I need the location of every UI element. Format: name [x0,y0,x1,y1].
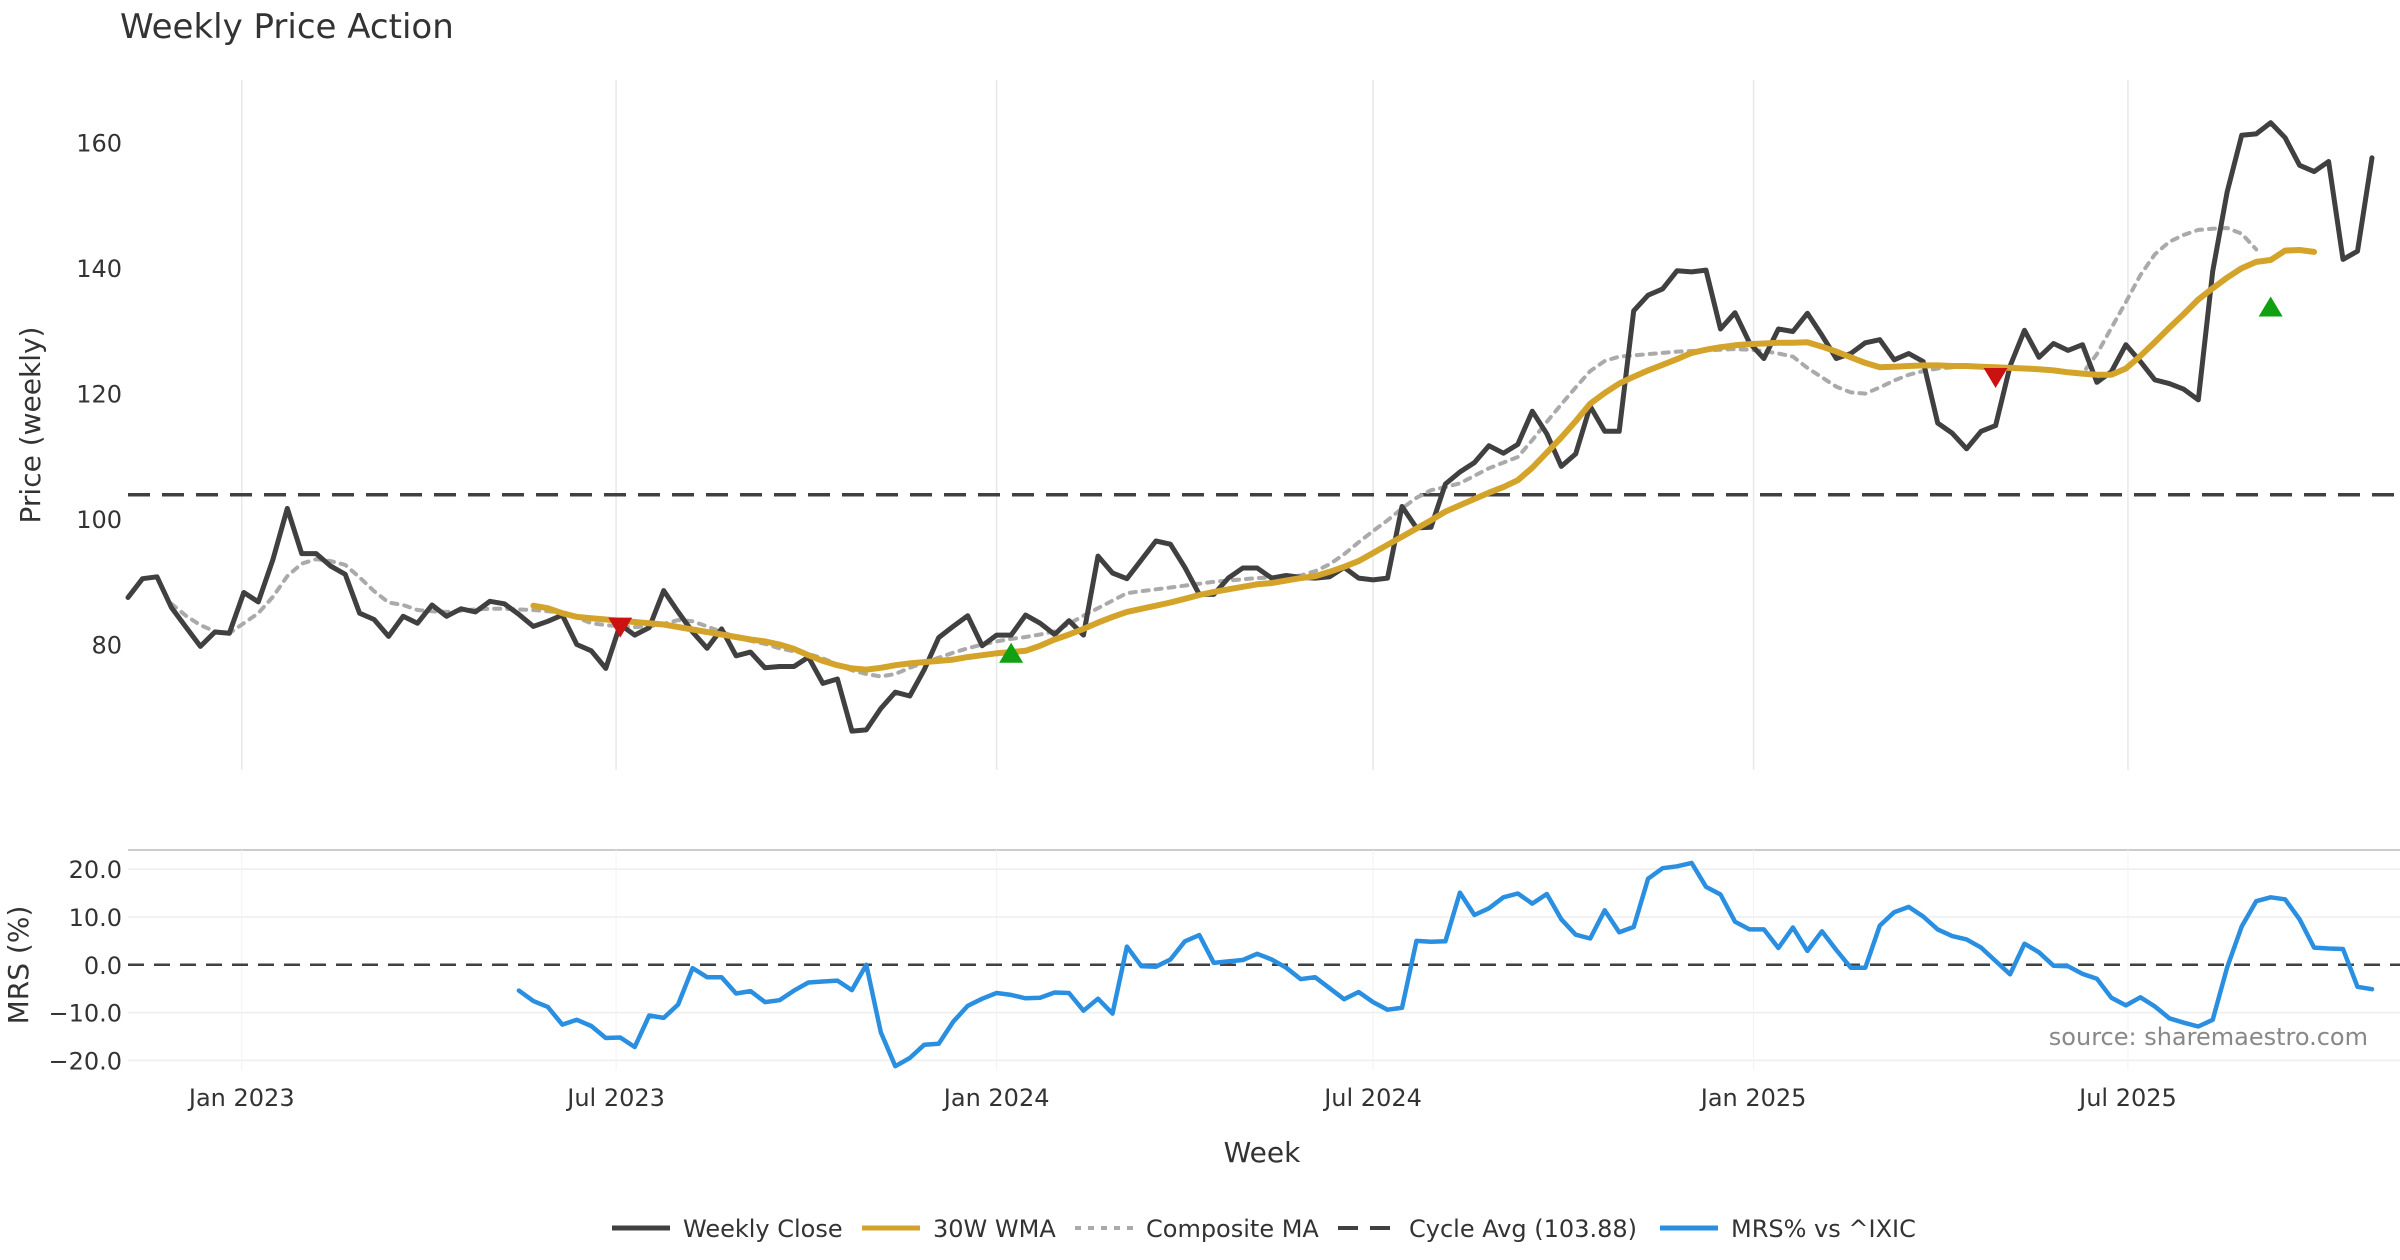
mrs-series-group [516,860,2375,1069]
signal-markers [608,296,2283,663]
x-tick-jul-2025: Jul 2025 [2077,1084,2177,1112]
mrs-y-tick-1: −10.0 [48,1000,122,1028]
legend-label-composite-ma: Composite MA [1146,1215,1319,1243]
mrs-y-tick-4: 20.0 [69,856,122,884]
mrs-y-tick-2: 0.0 [84,952,122,980]
mrs-y-ticks: −20.0 −10.0 0.0 10.0 20.0 [48,856,122,1075]
mrs-y-tick-3: 10.0 [69,904,122,932]
price-series-group [125,120,2375,734]
buy-signal-marker-1 [999,642,1024,663]
mrs-line [516,860,2375,1069]
x-tick-jul-2023: Jul 2023 [565,1084,665,1112]
x-axis-label: Week [1224,1136,1301,1169]
legend-label-mrs-vs-ixic: MRS% vs ^IXIC [1731,1215,1916,1243]
sell-signal-marker-0 [608,617,633,638]
price-chart-title: Weekly Price Action [120,7,454,47]
30w-wma-line [530,247,2318,673]
price-y-tick-120: 120 [76,381,122,409]
price-y-axis-label: Price (weekly) [14,327,47,524]
sell-signal-marker-2 [1983,367,2008,388]
legend-label-weekly-close: Weekly Close [683,1215,843,1243]
x-tick-jan-2025: Jan 2025 [1699,1084,1807,1112]
legend-label-cycle-avg-103-88: Cycle Avg (103.88) [1409,1215,1637,1243]
x-tick-jan-2023: Jan 2023 [187,1084,295,1112]
price-y-ticks: 80 100 120 140 160 [76,130,122,660]
composite-ma-line [169,226,2259,679]
mrs-y-axis-label: MRS (%) [2,906,35,1025]
mrs-y-tick-0: −20.0 [48,1047,122,1075]
weekly-close-line [125,120,2375,734]
source-annotation: source: sharemaestro.com [2049,1023,2368,1051]
x-axis-ticks: Jan 2023 Jul 2023 Jan 2024 Jul 2024 Jan 2025… [187,1084,2177,1112]
x-tick-jul-2024: Jul 2024 [1322,1084,1422,1112]
mrs-grid [128,849,2400,1070]
price-y-tick-140: 140 [76,255,122,283]
x-tick-jan-2024: Jan 2024 [942,1084,1050,1112]
price-y-tick-80: 80 [91,632,122,660]
legend-label-30w-wma: 30W WMA [933,1215,1056,1243]
price-grid [241,80,2129,770]
legend: Weekly Close 30W WMA Composite MA Cycle Avg… [612,1215,1916,1243]
price-y-tick-160: 160 [76,130,122,158]
buy-signal-marker-3 [2258,296,2283,317]
price-y-tick-100: 100 [76,506,122,534]
